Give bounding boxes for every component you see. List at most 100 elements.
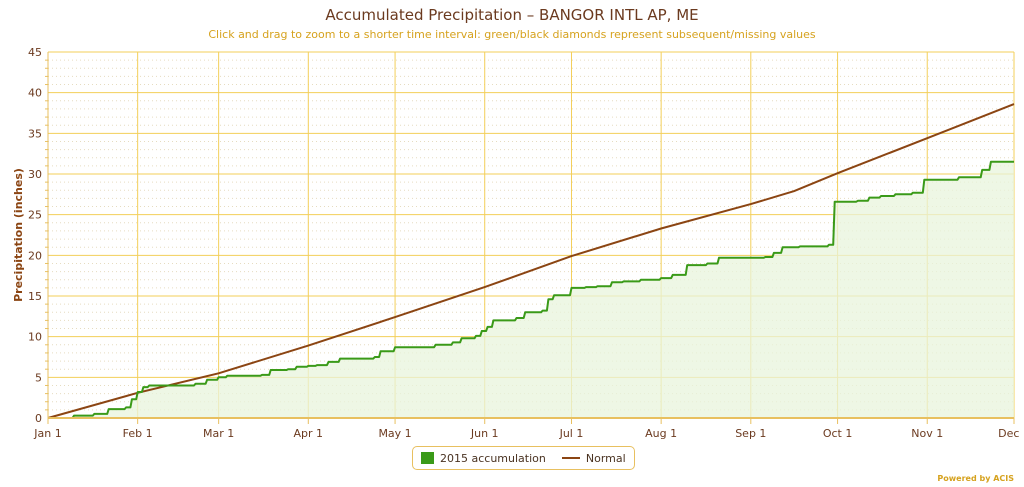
credits-link[interactable]: Powered by ACIS (937, 474, 1014, 483)
accumulation-point (750, 257, 752, 259)
accumulation-area (48, 161, 1014, 419)
accumulation-point (764, 256, 766, 258)
x-tick-label: Oct 1 (823, 427, 853, 440)
legend-swatch-2015[interactable] (421, 452, 434, 464)
normal-point (926, 137, 928, 139)
accumulation-point (206, 379, 208, 381)
accumulation-point (640, 279, 642, 281)
accumulation-point (131, 398, 133, 400)
accumulation-point (1013, 161, 1015, 163)
accumulation-point (475, 335, 477, 337)
legend-swatch-normal[interactable] (561, 457, 580, 459)
y-axis-label: Precipitation (inches) (12, 168, 25, 302)
accumulation-point (261, 374, 263, 376)
accumulation-point (270, 369, 272, 371)
accumulation-point (585, 286, 587, 288)
accumulation-point (828, 244, 830, 246)
accumulation-point (394, 346, 396, 348)
normal-point (1013, 103, 1015, 105)
accumulation-point (73, 415, 75, 417)
accumulation-point (857, 200, 859, 202)
accumulation-point (218, 376, 220, 378)
y-tick-label: 35 (28, 127, 42, 140)
accumulation-point (157, 384, 159, 386)
x-tick-label: Mar 1 (203, 427, 234, 440)
x-tick-label: Jul 1 (559, 427, 584, 440)
accumulation-point (374, 356, 376, 358)
accumulation-point (524, 311, 526, 313)
y-tick-label: 45 (28, 46, 42, 59)
accumulation-point (461, 337, 463, 339)
y-axis-ticks: 0 5 10 15 20 25 30 35 40 45 (28, 46, 42, 425)
chart-title: Accumulated Precipitation – BANGOR INTL … (325, 6, 699, 24)
accumulation-point (296, 366, 298, 368)
accumulation-point (553, 294, 555, 296)
normal-point (660, 227, 662, 229)
accumulation-point (773, 252, 775, 254)
accumulation-point (492, 319, 494, 321)
accumulation-point (990, 161, 992, 163)
accumulation-point (894, 193, 896, 195)
accumulation-point (307, 365, 309, 367)
accumulation-point (435, 344, 437, 346)
x-tick-label: Jun 1 (470, 427, 499, 440)
x-tick-label: May 1 (378, 427, 411, 440)
y-tick-label: 10 (28, 331, 42, 344)
accumulation-point (426, 346, 428, 348)
accumulation-point (868, 197, 870, 199)
normal-point (793, 190, 795, 192)
accumulation-point (380, 350, 382, 352)
accumulation-point (706, 262, 708, 264)
x-tick-label: Nov 1 (911, 427, 943, 440)
accumulation-point (142, 386, 144, 388)
accumulation-point (660, 277, 662, 279)
accumulation-point (452, 341, 454, 343)
accumulation-line (48, 160, 1014, 419)
x-tick-label: Aug 1 (645, 427, 677, 440)
accumulation-point (487, 326, 489, 328)
accumulation-point (516, 317, 518, 319)
y-tick-label: 20 (28, 249, 42, 262)
y-tick-label: 5 (35, 371, 42, 384)
accumulation-point (570, 287, 572, 289)
accumulation-point (481, 330, 483, 332)
y-tick-label: 15 (28, 290, 42, 303)
y-tick-label: 30 (28, 168, 42, 181)
accumulation-point (834, 201, 836, 203)
y-tick-label: 25 (28, 209, 42, 222)
accumulation-point (328, 361, 330, 363)
legend-label-normal[interactable]: Normal (585, 451, 626, 465)
normal-line (47, 103, 1015, 419)
accumulation-point (981, 169, 983, 171)
accumulation-point (125, 406, 127, 408)
normal-point (307, 345, 309, 347)
normal-point (137, 392, 139, 394)
x-tick-label: Jan 1 (33, 427, 61, 440)
y-tick-label: 0 (35, 412, 42, 425)
accumulation-point (623, 280, 625, 282)
accumulation-point (195, 383, 197, 385)
accumulation-point (718, 257, 720, 259)
accumulation-point (611, 281, 613, 283)
chart-subtitle: Click and drag to zoom to a shorter time… (208, 28, 816, 41)
x-tick-label: Sep 1 (735, 427, 766, 440)
accumulation-point (287, 368, 289, 370)
normal-point (750, 203, 752, 205)
axes (47, 52, 1015, 424)
accumulation-point (923, 179, 925, 181)
legend: 2015 accumulation Normal (412, 446, 635, 470)
accumulation-point (799, 245, 801, 247)
accumulation-point (880, 195, 882, 197)
x-axis-ticks: Jan 1 Feb 1 Mar 1 Apr 1 May 1 Jun 1 Jul 1 Aug 1… (33, 427, 1024, 440)
accumulation-point (912, 192, 914, 194)
y-tick-label: 40 (28, 87, 42, 100)
accumulation-point (148, 384, 150, 386)
legend-label-2015[interactable]: 2015 accumulation (440, 451, 546, 465)
accumulation-point (542, 310, 544, 312)
accumulation-point (672, 274, 674, 276)
series-layer (47, 103, 1015, 419)
accumulation-point (339, 358, 341, 360)
accumulation-point (562, 294, 564, 296)
x-tick-label: Feb 1 (123, 427, 153, 440)
